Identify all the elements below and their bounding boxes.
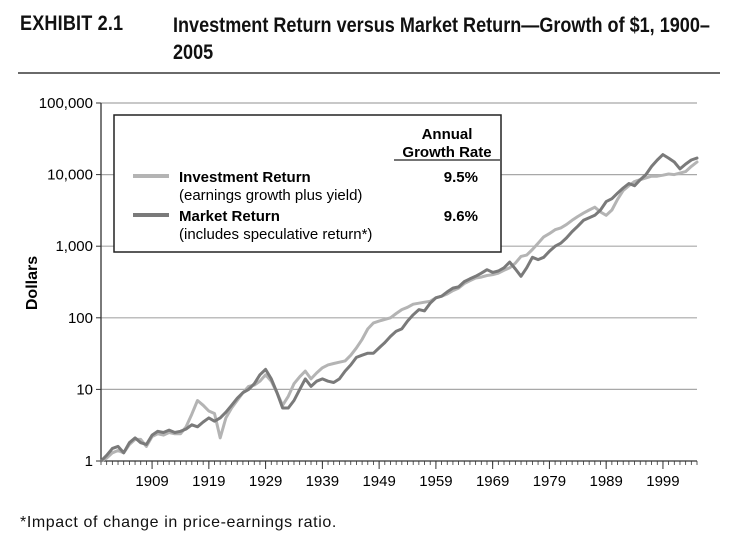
y-tick-label: 10: [76, 381, 93, 398]
exhibit-title: Investment Return versus Market Return—G…: [173, 14, 710, 64]
legend-investment-rate: 9.5%: [444, 169, 478, 186]
x-tick-label: 1969: [476, 473, 509, 490]
x-tick-label: 1909: [135, 473, 168, 490]
x-tick-label: 1929: [249, 473, 282, 490]
y-axis-label: Dollars: [24, 256, 41, 310]
investment-return-line: [99, 160, 699, 463]
legend-market-name: Market Return: [179, 208, 280, 225]
series-lines: [99, 153, 699, 463]
x-tick-label: 1939: [306, 473, 339, 490]
y-tick-label: 1: [85, 453, 93, 470]
y-tick-label: 100: [68, 310, 93, 327]
x-tick-label: 1919: [192, 473, 225, 490]
y-tick-label: 1,000: [55, 238, 93, 255]
title-rule: [18, 72, 720, 74]
market-return-line: [99, 153, 699, 463]
axes: 1 10 100 1,000 10,000 100,000 1909 1919 1929 1939…: [39, 95, 698, 490]
x-tick-label: 1979: [533, 473, 566, 490]
legend-header-growth-rate: Growth Rate: [402, 144, 491, 161]
y-tick-label: 10,000: [47, 167, 93, 184]
legend-investment-subtitle: (earnings growth plus yield): [179, 187, 362, 204]
y-tick-label: 100,000: [39, 95, 93, 112]
legend-market-subtitle: (includes speculative return*): [179, 226, 372, 243]
x-tick-label: 1959: [419, 473, 452, 490]
legend-box: [113, 114, 502, 253]
footnote: *Impact of change in price-earnings rati…: [20, 514, 337, 531]
legend-investment-name: Investment Return: [179, 169, 311, 186]
legend: Annual Growth Rate Investment Return (ea…: [113, 114, 502, 253]
x-tick-label: 1949: [362, 473, 395, 490]
exhibit-label: EXHIBIT 2.1: [20, 12, 124, 35]
chart: 1 10 100 1,000 10,000 100,000 1909 1919 1929 1939…: [24, 95, 699, 490]
legend-market-rate: 9.6%: [444, 208, 478, 225]
x-tick-label: 1989: [589, 473, 622, 490]
legend-header-annual: Annual: [422, 126, 473, 143]
x-tick-label: 1999: [646, 473, 679, 490]
